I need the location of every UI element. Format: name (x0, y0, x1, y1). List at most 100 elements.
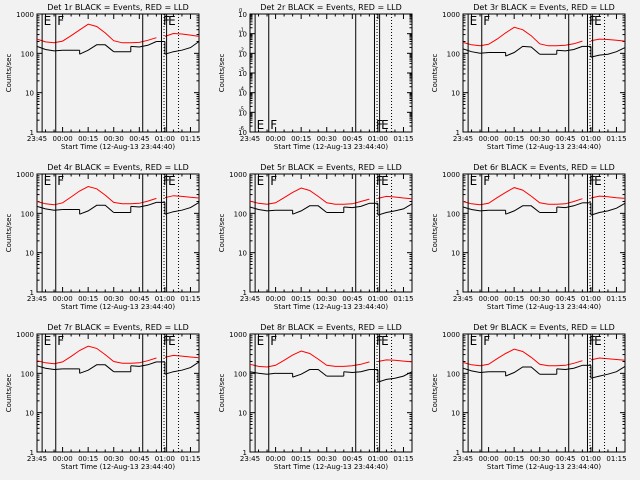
x-tick-label: 23:45 (27, 295, 47, 303)
series-lld (462, 187, 626, 206)
y-tick-label: 1000 (442, 331, 460, 339)
marker-label: F (483, 14, 490, 28)
y-tick-label: 100 (21, 50, 34, 58)
y-tick-exponent: -6 (239, 126, 244, 132)
x-tick-label: 01:00 (368, 135, 388, 143)
x-tick-label: 01:15 (180, 135, 200, 143)
series-events (462, 202, 626, 216)
marker-label: F (57, 174, 64, 188)
x-tick-label: 00:15 (78, 455, 98, 463)
plot-frame (36, 333, 200, 453)
plot-frame (36, 173, 200, 293)
x-tick-label: 01:15 (393, 135, 413, 143)
marker-label: E (257, 174, 265, 188)
series-events (462, 45, 626, 58)
panel-title: Det 2r BLACK = Events, RED = LLD (260, 3, 402, 12)
marker-label: E (257, 118, 265, 132)
plot-frame (462, 13, 626, 133)
marker-label: E (594, 334, 602, 348)
x-tick-label: 00:30 (317, 455, 337, 463)
x-tick-label: 00:15 (504, 295, 524, 303)
y-axis-label: Counts/sec (431, 214, 439, 253)
x-tick-label: 00:45 (555, 455, 575, 463)
y-tick-label: 100 (234, 210, 247, 218)
x-tick-label: 00:45 (342, 135, 362, 143)
x-tick-label: 23:45 (453, 295, 473, 303)
marker-label: F (483, 334, 490, 348)
x-tick-label: 00:00 (265, 295, 285, 303)
y-tick-label: 1 (30, 289, 34, 297)
marker-label: F (270, 118, 277, 132)
y-tick-label: 10 (25, 90, 34, 98)
x-tick-label: 23:45 (240, 295, 260, 303)
marker-label: E (470, 334, 478, 348)
x-axis-label: Start Time (12-Aug-13 23:44:40) (487, 463, 601, 471)
y-tick-label: 1000 (16, 11, 34, 19)
x-tick-label: 00:00 (52, 135, 72, 143)
panel-title: Det 4r BLACK = Events, RED = LLD (47, 163, 189, 172)
x-tick-label: 01:15 (393, 455, 413, 463)
series-events (249, 369, 413, 383)
y-tick-exponent: -3 (239, 67, 244, 73)
x-tick-label: 00:15 (291, 135, 311, 143)
x-tick-label: 23:45 (27, 455, 47, 463)
marker-label: E (168, 334, 176, 348)
x-tick-label: 00:15 (291, 455, 311, 463)
x-tick-label: 00:30 (530, 295, 550, 303)
y-tick-label: 1 (243, 289, 247, 297)
x-axis-label: Start Time (12-Aug-13 23:44:40) (61, 303, 175, 311)
panel-title: Det 3r BLACK = Events, RED = LLD (473, 3, 615, 12)
marker-label: F (483, 174, 490, 188)
y-tick-label: 10 (238, 11, 247, 19)
x-axis-label: Start Time (12-Aug-13 23:44:40) (274, 143, 388, 151)
marker-label: E (168, 14, 176, 28)
y-tick-label: 10 (451, 90, 460, 98)
y-axis-label: Counts/sec (5, 214, 13, 253)
series-lld (249, 187, 413, 205)
y-tick-label: 1000 (442, 171, 460, 179)
y-axis-label: Counts/sec (218, 214, 226, 253)
panel-det-8: Det 8r BLACK = Events, RED = LLD 1 10 100 10… (218, 323, 414, 471)
x-tick-label: 01:00 (368, 455, 388, 463)
x-axis-label: Start Time (12-Aug-13 23:44:40) (61, 463, 175, 471)
y-tick-exponent: -2 (239, 47, 244, 53)
x-tick-label: 01:00 (155, 295, 175, 303)
x-tick-label: 00:30 (530, 455, 550, 463)
y-tick-exponent: -5 (239, 106, 244, 112)
x-axis-label: Start Time (12-Aug-13 23:44:40) (274, 463, 388, 471)
panel-title: Det 7r BLACK = Events, RED = LLD (47, 323, 189, 332)
x-tick-label: 01:00 (155, 135, 175, 143)
x-tick-label: 01:15 (606, 455, 626, 463)
plot-frame (249, 173, 413, 293)
y-tick-label: 10 (25, 250, 34, 258)
marker-label: E (381, 334, 389, 348)
x-tick-label: 01:15 (180, 295, 200, 303)
x-tick-label: 00:45 (342, 455, 362, 463)
x-tick-label: 23:45 (453, 455, 473, 463)
marker-label: E (470, 174, 478, 188)
panel-title: Det 1r BLACK = Events, RED = LLD (47, 3, 189, 12)
x-tick-label: 00:15 (78, 135, 98, 143)
plot-frame (462, 173, 626, 293)
marker-label: F (270, 334, 277, 348)
series-events (462, 364, 626, 379)
x-tick-label: 00:00 (265, 455, 285, 463)
x-tick-label: 00:15 (291, 295, 311, 303)
x-tick-label: 01:00 (368, 295, 388, 303)
marker-label: E (168, 174, 176, 188)
series-events (36, 201, 200, 215)
x-tick-label: 00:45 (555, 295, 575, 303)
x-tick-label: 01:00 (581, 295, 601, 303)
panel-det-2: Det 2r BLACK = Events, RED = LLD10-610-5… (218, 3, 414, 151)
panel-title: Det 8r BLACK = Events, RED = LLD (260, 323, 402, 332)
y-tick-label: 100 (21, 210, 34, 218)
marker-label: E (381, 118, 389, 132)
x-axis-label: Start Time (12-Aug-13 23:44:40) (274, 303, 388, 311)
y-tick-label: 100 (447, 210, 460, 218)
y-tick-exponent: -4 (239, 87, 244, 93)
y-tick-label: 1000 (229, 171, 247, 179)
x-axis-label: Start Time (12-Aug-13 23:44:40) (487, 303, 601, 311)
y-tick-label: 100 (447, 370, 460, 378)
series-lld (36, 23, 200, 44)
